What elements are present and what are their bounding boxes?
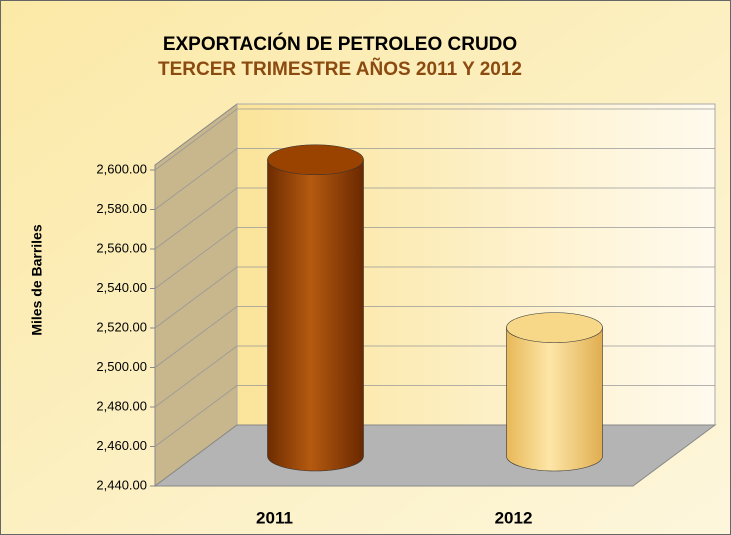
grid-line (154, 227, 715, 289)
y-tick-label: 2,580.00 (96, 201, 147, 216)
cylinder-top (506, 312, 603, 343)
y-tick-label: 2,600.00 (96, 161, 147, 176)
y-axis-label: Miles de Barriles (29, 224, 45, 335)
y-tick-label: 2,480.00 (96, 398, 147, 413)
chart-subtitle: TERCER TRIMESTRE AÑOS 2011 Y 2012 (158, 58, 522, 80)
floor (153, 424, 717, 487)
grid-line (154, 306, 715, 368)
grid-line (154, 187, 715, 250)
y-tick-label: 2,540.00 (96, 280, 147, 295)
y-tick-label: 2,500.00 (96, 359, 147, 374)
chart-title: EXPORTACIÓN DE PETROLEO CRUDO (163, 33, 517, 55)
y-tick-label: 2,520.00 (96, 319, 147, 334)
grid-line (154, 266, 715, 329)
cylinder-top (267, 144, 364, 176)
x-tick-label: 2012 (495, 508, 533, 527)
grid-line (154, 108, 715, 171)
y-tick-label: 2,560.00 (96, 240, 147, 255)
cylinder-body (267, 159, 364, 472)
y-tick-label: 2,440.00 (96, 477, 147, 492)
y-tick-label: 2,460.00 (96, 438, 147, 453)
x-tick-label: 2011 (256, 508, 293, 527)
cylinder-body (506, 327, 603, 472)
grid-line (154, 148, 715, 210)
